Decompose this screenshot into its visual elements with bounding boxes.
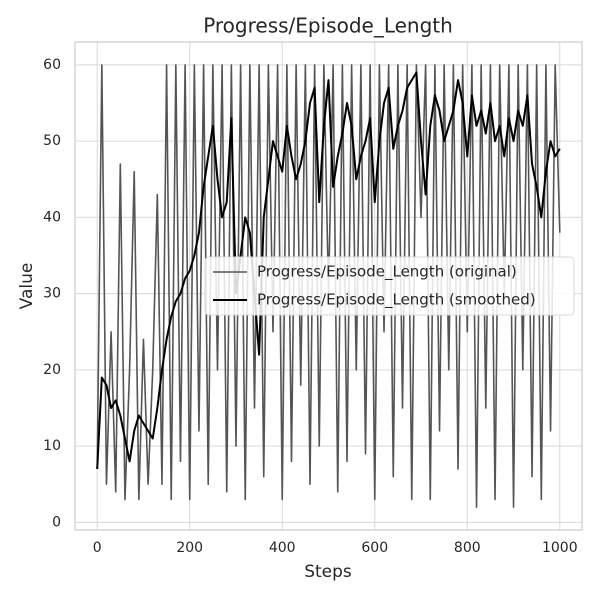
y-tick-label: 40: [43, 209, 61, 225]
series-line: [96, 71, 561, 470]
x-tick-label: 800: [454, 540, 481, 556]
legend-label: Progress/Episode_Length (original): [257, 263, 517, 282]
y-tick-label: 60: [43, 57, 61, 73]
x-tick-label: 0: [93, 540, 102, 556]
x-tick-label: 400: [269, 540, 296, 556]
y-tick-label: 10: [43, 438, 61, 454]
x-tick-label: 1000: [542, 540, 578, 556]
plot-frame: [74, 41, 583, 531]
x-axis-label: Steps: [304, 562, 352, 582]
y-tick-label: 0: [52, 514, 61, 530]
y-tick-label: 30: [43, 286, 61, 302]
legend-box: [204, 256, 575, 316]
x-tick-label: 600: [361, 540, 388, 556]
legend-label: Progress/Episode_Length (smoothed): [257, 291, 536, 310]
chart-title: Progress/Episode_Length: [203, 14, 453, 38]
y-axis-label: Value: [17, 263, 37, 310]
y-tick-label: 20: [43, 362, 61, 378]
x-tick-label: 200: [176, 540, 203, 556]
y-tick-label: 50: [43, 133, 61, 149]
